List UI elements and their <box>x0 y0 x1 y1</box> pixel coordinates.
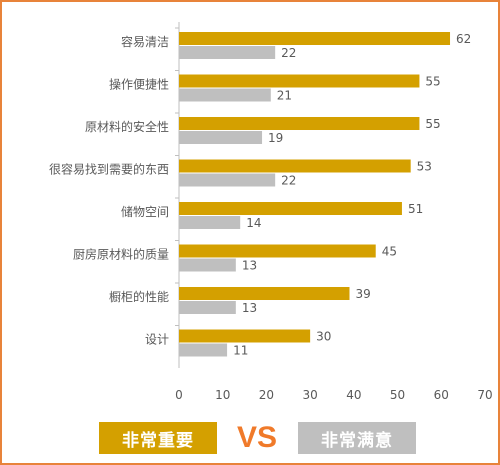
data-label-satisfied: 22 <box>281 174 296 188</box>
data-label-satisfied: 14 <box>246 216 261 230</box>
x-tick-label: 30 <box>303 388 318 402</box>
legend-important: 非常重要 <box>99 422 217 454</box>
x-tick-label: 0 <box>175 388 183 402</box>
category-label: 储物空间 <box>121 204 169 219</box>
data-label-important: 45 <box>382 245 397 259</box>
x-tick-label: 70 <box>477 388 492 402</box>
category-label: 原材料的安全性 <box>85 119 169 134</box>
data-label-satisfied: 13 <box>242 259 257 273</box>
data-label-important: 30 <box>316 330 331 344</box>
bar-important <box>179 202 402 215</box>
data-label-important: 39 <box>355 287 370 301</box>
bar-satisfied <box>179 46 276 59</box>
x-tick-label: 60 <box>434 388 449 402</box>
category-label: 操作便捷性 <box>109 77 169 92</box>
bar-important <box>179 287 350 300</box>
x-tick-label: 50 <box>390 388 405 402</box>
bar-satisfied <box>179 88 271 102</box>
bar-satisfied <box>179 173 276 187</box>
x-tick-label: 10 <box>215 388 230 402</box>
data-label-satisfied: 22 <box>281 46 296 60</box>
data-label-satisfied: 19 <box>268 131 283 145</box>
category-label: 容易清洁 <box>121 34 169 49</box>
bar-important <box>179 117 420 130</box>
bar-satisfied <box>179 216 241 229</box>
bar-important <box>179 244 376 258</box>
data-label-important: 51 <box>408 202 423 216</box>
data-label-satisfied: 13 <box>242 301 257 315</box>
data-label-satisfied: 21 <box>277 89 292 103</box>
category-label: 设计 <box>145 333 169 347</box>
x-tick-label: 20 <box>259 388 274 402</box>
bar-important <box>179 32 451 45</box>
category-label: 橱柜的性能 <box>109 289 169 304</box>
legend-vs-label: VS <box>236 421 278 454</box>
bar-important <box>179 74 420 88</box>
legend-satisfied: 非常满意 <box>298 422 416 454</box>
data-label-important: 53 <box>417 160 432 174</box>
bar-important <box>179 159 411 173</box>
data-label-important: 55 <box>425 75 440 89</box>
data-label-satisfied: 11 <box>233 344 248 358</box>
category-label: 厨房原材料的质量 <box>73 247 169 262</box>
bar-satisfied <box>179 343 228 357</box>
bar-important <box>179 329 311 343</box>
data-label-important: 62 <box>456 32 471 46</box>
category-label: 很容易找到需要的东西 <box>49 162 169 177</box>
bar-satisfied <box>179 301 236 314</box>
x-tick-label: 40 <box>346 388 361 402</box>
bar-satisfied <box>179 131 263 144</box>
data-label-important: 55 <box>425 117 440 131</box>
bar-satisfied <box>179 258 236 272</box>
